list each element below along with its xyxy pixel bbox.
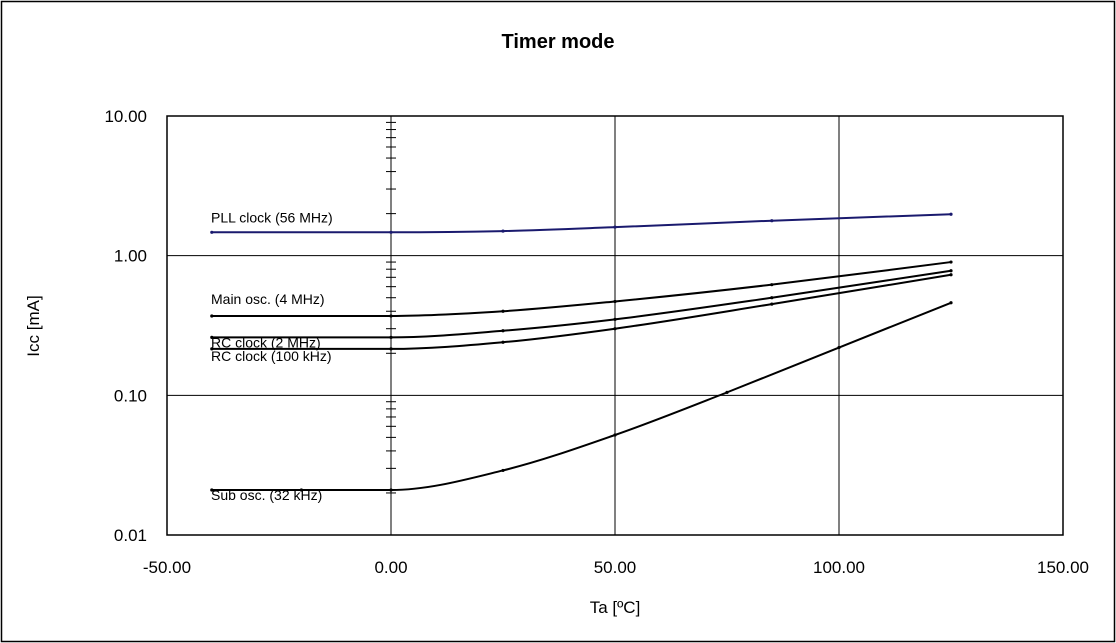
series-label: RC clock (2 MHz) xyxy=(211,334,321,350)
data-point xyxy=(837,345,841,350)
data-point xyxy=(210,347,214,351)
y-tick-label: 0.10 xyxy=(114,386,147,405)
x-axis-label: Ta [ºC] xyxy=(590,598,641,617)
data-point xyxy=(949,301,953,305)
data-point xyxy=(389,230,393,234)
series-line xyxy=(211,269,952,339)
data-point xyxy=(770,283,774,287)
series-line xyxy=(211,261,952,317)
series-label: Sub osc. (32 kHz) xyxy=(211,487,322,503)
data-point xyxy=(613,317,617,321)
data-point xyxy=(613,327,617,331)
series-label: Main osc. (4 MHz) xyxy=(211,291,325,307)
series-line xyxy=(211,301,952,492)
data-point xyxy=(770,296,774,300)
data-point xyxy=(210,230,214,234)
data-point xyxy=(770,302,774,306)
y-axis-label: Icc [mA] xyxy=(24,295,43,356)
x-tick-label: 150.00 xyxy=(1037,558,1089,577)
data-point xyxy=(770,219,774,223)
x-tick-label: 0.00 xyxy=(374,558,407,577)
chart-title: Timer mode xyxy=(502,31,615,53)
series-line xyxy=(211,273,952,350)
data-point xyxy=(613,225,617,229)
data-point xyxy=(210,335,214,339)
data-point xyxy=(613,299,617,304)
data-point xyxy=(389,335,393,339)
series-label: RC clock (100 kHz) xyxy=(211,348,332,364)
data-point xyxy=(949,273,953,277)
data-point xyxy=(389,488,393,492)
series-line xyxy=(211,213,952,234)
y-tick-label: 1.00 xyxy=(114,247,147,266)
x-tick-label: 50.00 xyxy=(594,558,637,577)
data-point xyxy=(501,309,505,313)
plot-area xyxy=(166,115,1064,536)
data-point xyxy=(949,269,953,273)
series-label: PLL clock (56 MHz) xyxy=(211,209,333,225)
data-point xyxy=(949,260,953,264)
y-tick-label: 0.01 xyxy=(114,526,147,545)
data-point xyxy=(389,314,393,318)
data-point xyxy=(210,488,214,492)
data-point xyxy=(725,390,729,394)
data-point xyxy=(501,340,505,344)
y-axis-minor-ticks xyxy=(386,121,396,494)
data-point xyxy=(299,488,303,492)
data-point xyxy=(501,468,505,473)
data-point xyxy=(613,433,617,437)
x-tick-label: 100.00 xyxy=(813,558,865,577)
data-point xyxy=(501,329,505,333)
data-point xyxy=(501,229,505,233)
series-lines xyxy=(210,212,953,492)
x-tick-label: -50.00 xyxy=(143,558,191,577)
data-point xyxy=(949,212,953,216)
y-tick-label: 10.00 xyxy=(104,107,147,126)
series-labels: PLL clock (56 MHz) Main osc. (4 MHz) RC cl… xyxy=(211,209,333,503)
data-point xyxy=(389,347,393,351)
tick-labels: -50.00 0.00 50.00 100.00 150.00 10.00 1.00 0.10… xyxy=(104,107,1089,577)
gridlines xyxy=(167,116,1063,535)
data-point xyxy=(210,314,214,318)
